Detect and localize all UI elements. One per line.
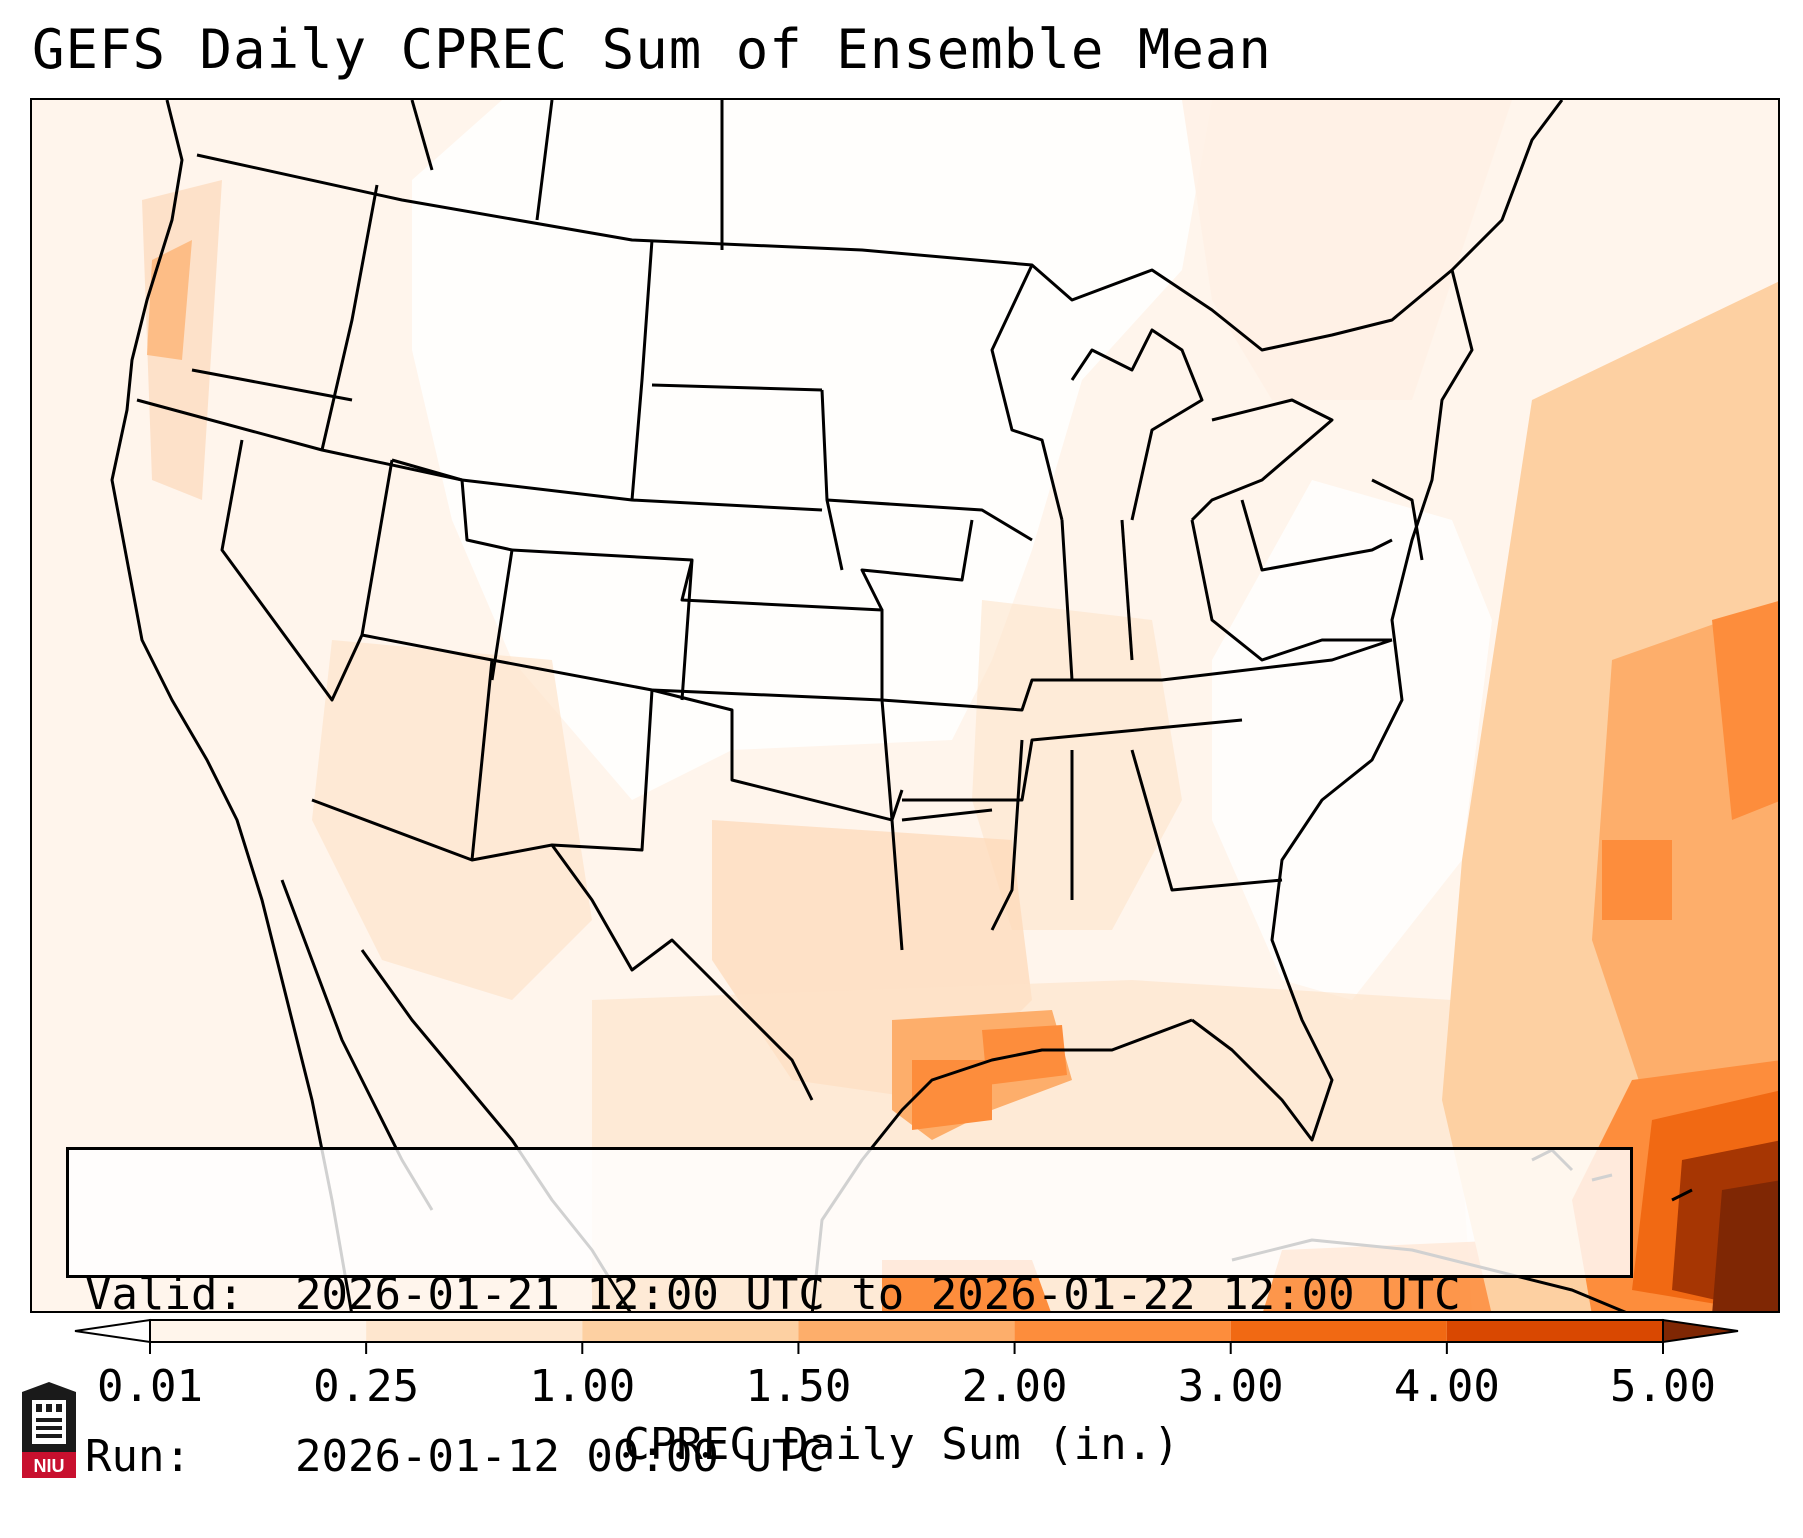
colorbar-tick-label: 5.00 [1610, 1361, 1716, 1412]
colorbar [74, 1318, 1739, 1354]
colorbar-tick-label: 0.01 [97, 1361, 203, 1412]
valid-label: Valid: [85, 1269, 244, 1320]
chart-title: GEFS Daily CPREC Sum of Ensemble Mean [32, 18, 1272, 81]
colorbar-tick-label: 1.00 [529, 1361, 636, 1412]
university-tower-icon: NIU [22, 1382, 76, 1478]
colorbar-segment [150, 1320, 367, 1342]
precip-shading [32, 100, 1778, 1311]
colorbar-tick-label: 0.25 [313, 1361, 420, 1412]
colorbar-segment [1014, 1320, 1231, 1342]
colorbar-tick-label: 4.00 [1393, 1361, 1500, 1412]
run-value: 2026-01-12 00:00 UTC [295, 1431, 825, 1482]
logo-text: NIU [34, 1456, 65, 1476]
colorbar-segment [1446, 1320, 1663, 1342]
valid-value: 2026-01-21 12:00 UTC to 2026-01-22 12:00… [295, 1269, 1461, 1320]
run-label: Run: [85, 1431, 191, 1482]
colorbar-over-arrow [1662, 1318, 1739, 1344]
colorbar-tick-label: 2.00 [961, 1361, 1068, 1412]
colorbar-tick-label: 1.50 [745, 1361, 852, 1412]
precip-map [30, 98, 1780, 1313]
colorbar-outline [149, 1319, 1664, 1343]
colorbar-segment [1230, 1320, 1447, 1342]
colorbar-segment [366, 1320, 583, 1342]
colorbar-segment [798, 1320, 1015, 1342]
valid-run-box: Valid: 2026-01-21 12:00 UTC to 2026-01-22… [66, 1147, 1633, 1482]
colorbar-tick-label: 3.00 [1177, 1361, 1284, 1412]
colorbar-segment [582, 1320, 799, 1342]
colorbar-under-arrow [74, 1318, 151, 1344]
colorbar-label: CPREC Daily Sum (in.) [623, 1419, 1180, 1470]
